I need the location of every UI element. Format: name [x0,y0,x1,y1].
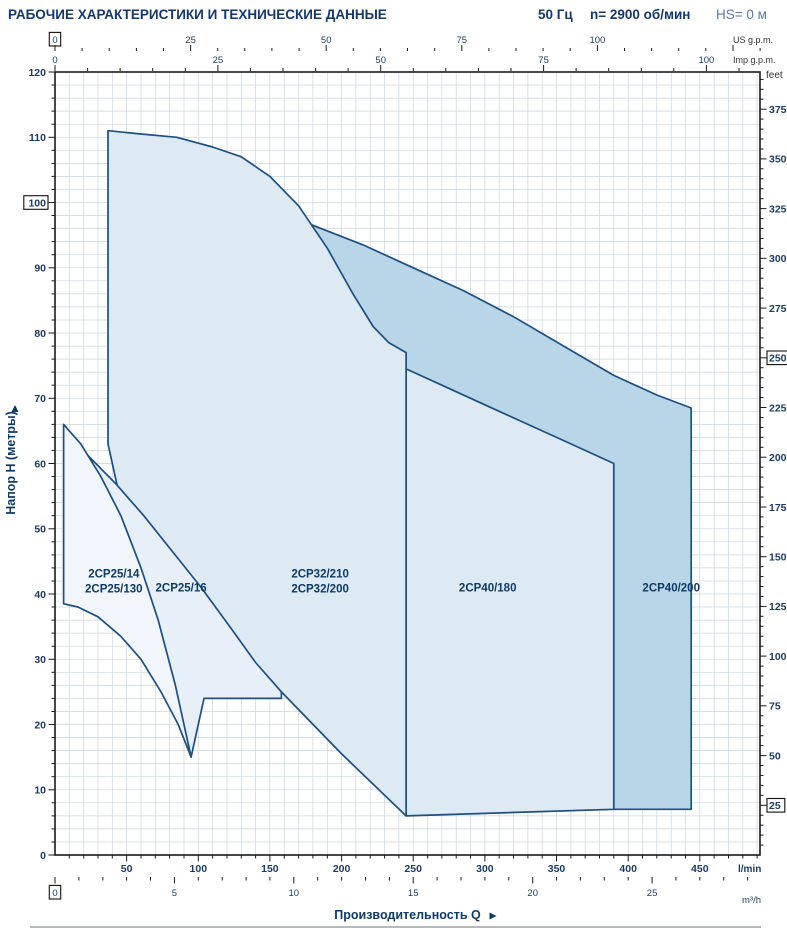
speed-label: n= 2900 об/мин [590,7,691,22]
metres-tick-label: 30 [34,654,46,666]
axis-unit: m³/h [742,895,761,906]
metres-tick-label: 20 [34,719,46,731]
frequency-label: 50 Гц [538,7,573,22]
feet-tick-label: 75 [769,701,781,713]
pump-region-2 [107,129,407,817]
m3h-tick-label: 25 [647,888,658,899]
suction-head-label: HS= 0 м [716,7,767,22]
y-axis-title: Напор H (метры) [4,411,18,515]
feet-tick-label: 300 [769,253,787,265]
feet-tick-label: 325 [769,203,787,215]
feet-tick-label: 275 [769,303,787,315]
gpm-tick-label: 25 [185,35,196,46]
metres-tick-label: 60 [34,458,46,470]
metres-tick-label: 90 [34,263,46,275]
gpm-tick-label: 75 [457,35,468,46]
gpm-tick-label: 75 [538,55,549,66]
gpm-tick-label: 100 [589,35,605,46]
x-axis-title: Производительность Q [334,908,481,922]
lmin-tick-label: 100 [190,863,208,875]
feet-tick-label: 50 [769,750,781,762]
metres-tick-label: 100 [28,197,46,209]
m3h-tick-label: 10 [289,888,300,899]
axis-unit: l/min [738,864,761,875]
highlight-box [48,884,62,900]
region-label: 2CP25/14 [88,569,140,581]
metres-tick-label: 50 [34,524,46,536]
feet-tick-label: 125 [769,601,787,613]
gpm-tick-label: 0 [52,35,57,46]
lmin-tick-label: 150 [261,863,279,875]
feet-tick-label: 200 [769,452,787,464]
highlight-box [766,797,786,813]
highlight-box [766,350,787,366]
feet-tick-label: 150 [769,552,787,564]
region-label: 2CP32/200 [291,584,349,596]
gpm-tick-label: 0 [52,55,57,66]
region-label: 2CP25/130 [85,584,143,596]
metres-tick-label: 10 [34,785,46,797]
m3h-tick-label: 15 [408,888,419,899]
m3h-tick-label: 0 [52,888,57,899]
footer-divider [30,926,761,928]
pump-region-4 [62,423,192,758]
gpm-tick-label: 50 [321,35,332,46]
axis-unit: Imp g.p.m. [733,55,776,65]
metres-tick-label: 40 [34,589,46,601]
region-label: 2CP25/16 [156,583,207,595]
region-label: 2CP40/180 [459,583,517,595]
gpm-tick-label: 50 [375,55,386,66]
feet-tick-label: 350 [769,154,787,166]
feet-axis-unit: feet [766,70,783,81]
axis-unit: US g.p.m. [733,35,773,45]
region-label: 2CP32/210 [291,569,349,581]
feet-tick-label: 175 [769,502,787,514]
metres-tick-label: 70 [34,393,46,405]
feet-tick-label: 225 [769,402,787,414]
metres-tick-label: 80 [34,328,46,340]
metres-tick-label: 0 [40,850,46,862]
m3h-tick-label: 5 [172,888,177,899]
lmin-tick-label: 400 [619,863,637,875]
x-axis-arrow-icon [489,912,497,920]
gpm-tick-label: 100 [698,55,714,66]
page-header: РАБОЧИЕ ХАРАКТЕРИСТИКИ И ТЕХНИЧЕСКИЕ ДАН… [0,0,787,30]
page-title: РАБОЧИЕ ХАРАКТЕРИСТИКИ И ТЕХНИЧЕСКИЕ ДАН… [8,7,387,22]
y-axis-arrow-icon [11,405,19,412]
lmin-tick-label: 200 [333,863,351,875]
gpm-tick-label: 25 [213,55,224,66]
m3h-tick-label: 20 [527,888,538,899]
lmin-tick-label: 50 [121,863,133,875]
region-label: 2CP40/200 [642,583,700,595]
feet-tick-label: 250 [769,353,787,365]
lmin-tick-label: 350 [548,863,566,875]
pump-region-1 [405,368,615,817]
metres-tick-label: 110 [29,132,46,144]
lmin-tick-label: 250 [404,863,422,875]
metres-tick-label: 120 [28,67,46,79]
highlight-box [48,31,62,47]
highlight-box [23,195,49,210]
feet-tick-label: 25 [769,800,781,812]
lmin-tick-label: 300 [476,863,494,875]
feet-tick-label: 100 [769,651,787,663]
lmin-tick-label: 450 [691,863,709,875]
feet-tick-label: 375 [769,104,787,116]
